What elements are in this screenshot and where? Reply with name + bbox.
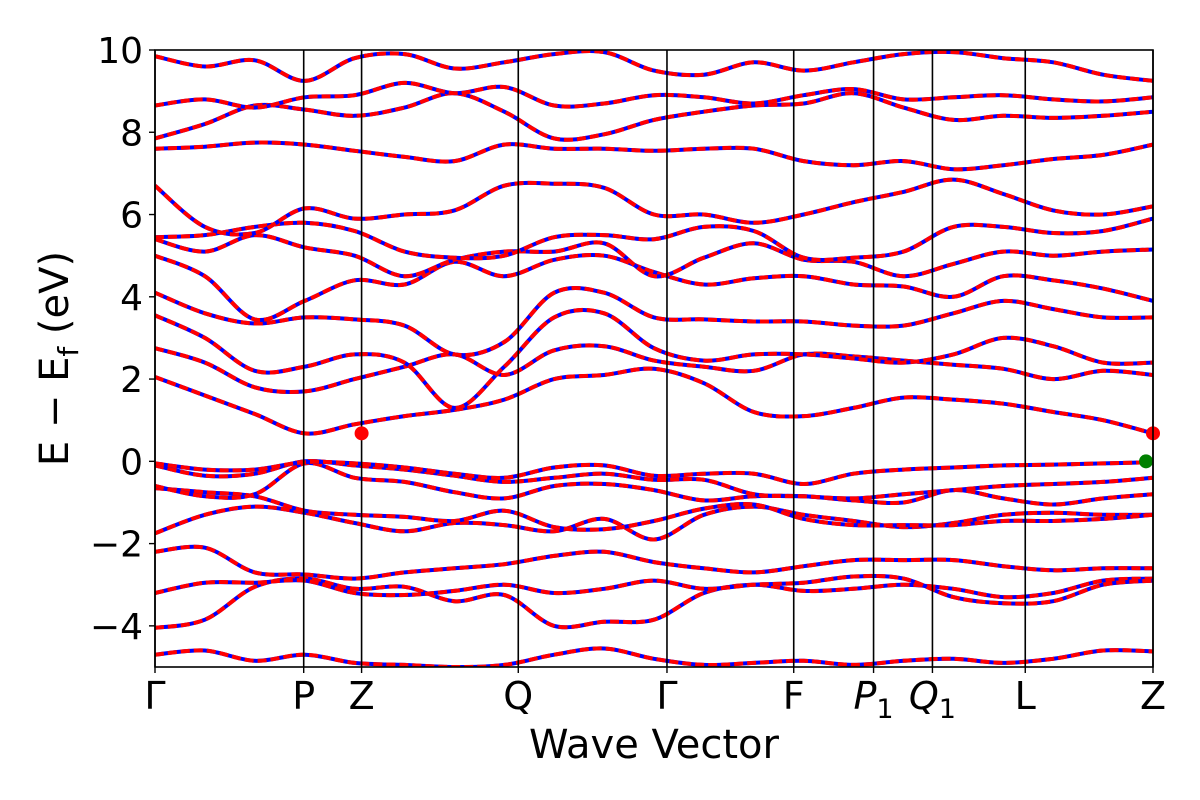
band-13-spin-up [155, 252, 1153, 323]
x-tick-label-main: Γ [144, 674, 165, 718]
band-19-spin-up [155, 80, 1153, 110]
x-tick-label-6: P1 [854, 674, 894, 725]
band-5-spin-up [155, 486, 1153, 532]
x-tick-label-subscript: 1 [876, 694, 893, 725]
band-12-spin-down [155, 286, 1153, 358]
y-tick-label-7: −4 [90, 607, 143, 648]
band-15-spin-up [155, 216, 1153, 262]
y-tick-label-4: 2 [120, 360, 143, 401]
y-tick-label-3: 4 [120, 278, 143, 319]
band-10-spin-up [155, 343, 1153, 395]
x-tick-label-5: F [783, 674, 805, 718]
band-1-spin-up [155, 576, 1153, 630]
bands-layer [155, 50, 1153, 667]
y-axis-ticks: 10 8 6 4 2 0 −2 −4 [90, 31, 155, 648]
band-6-spin-down [155, 461, 1153, 507]
band-11-spin-up [155, 307, 1153, 410]
band-8-spin-up [155, 459, 1153, 487]
y-axis-label-suffix: (eV) [32, 251, 78, 347]
band-14-spin-up [155, 233, 1153, 279]
x-tick-label-7: Q1 [909, 674, 956, 725]
band-2-spin-down [155, 573, 1153, 606]
x-tick-label-main: Q [503, 674, 533, 718]
x-tick-label-main: Z [349, 674, 375, 718]
plot-frame [154, 49, 1154, 668]
band-4-spin-up [155, 504, 1153, 542]
band-3-spin-up [155, 544, 1153, 581]
y-axis-label-main: E − E [32, 357, 78, 467]
x-axis-label: Wave Vector [529, 722, 780, 768]
x-tick-label-subscript: 1 [939, 694, 956, 725]
band-9-spin-up [155, 366, 1153, 436]
vbm-marker-2 [1139, 454, 1154, 469]
band-6-spin-up [155, 461, 1153, 507]
y-axis-label-subscript: f [52, 346, 85, 357]
x-tick-label-main: L [1015, 674, 1036, 718]
x-tick-label-main: P [854, 674, 877, 718]
x-axis-ticks: Γ P Z Q Γ F P1 Q1 L Z [144, 667, 1166, 725]
y-tick-label-1: 8 [120, 113, 143, 154]
x-tick-label-4: Γ [656, 674, 677, 718]
band-13-spin-down [155, 252, 1153, 323]
y-tick-label-2: 6 [120, 196, 143, 237]
y-tick-label-0: 10 [97, 31, 143, 72]
x-tick-label-main: P [292, 674, 315, 718]
x-tick-label-1: P [292, 674, 315, 718]
band-20-spin-down [155, 50, 1153, 83]
x-tick-label-main: Q [909, 674, 939, 718]
cbm-marker-0 [354, 426, 369, 441]
band-18-spin-up [155, 91, 1153, 142]
band-9-spin-down [155, 366, 1153, 436]
band-20-spin-up [155, 50, 1153, 83]
x-tick-label-3: Q [503, 674, 533, 718]
y-axis-label: E − Ef (eV) [32, 251, 85, 466]
x-tick-label-0: Γ [144, 674, 165, 718]
y-tick-label-6: −2 [90, 525, 143, 566]
y-tick-label-5: 0 [120, 442, 143, 483]
x-tick-label-main: Γ [656, 674, 677, 718]
x-tick-label-9: Z [1140, 674, 1166, 718]
x-tick-label-main: Z [1140, 674, 1166, 718]
extrema-markers [354, 426, 1160, 469]
x-tick-label-2: Z [349, 674, 375, 718]
band-16-spin-up [155, 177, 1153, 237]
band-0-spin-up [155, 646, 1153, 667]
band-12-spin-up [155, 286, 1153, 358]
x-tick-label-main: F [783, 674, 805, 718]
band-17-spin-up [155, 140, 1153, 172]
x-tick-label-8: L [1015, 674, 1036, 718]
band-0-spin-down [155, 646, 1153, 667]
